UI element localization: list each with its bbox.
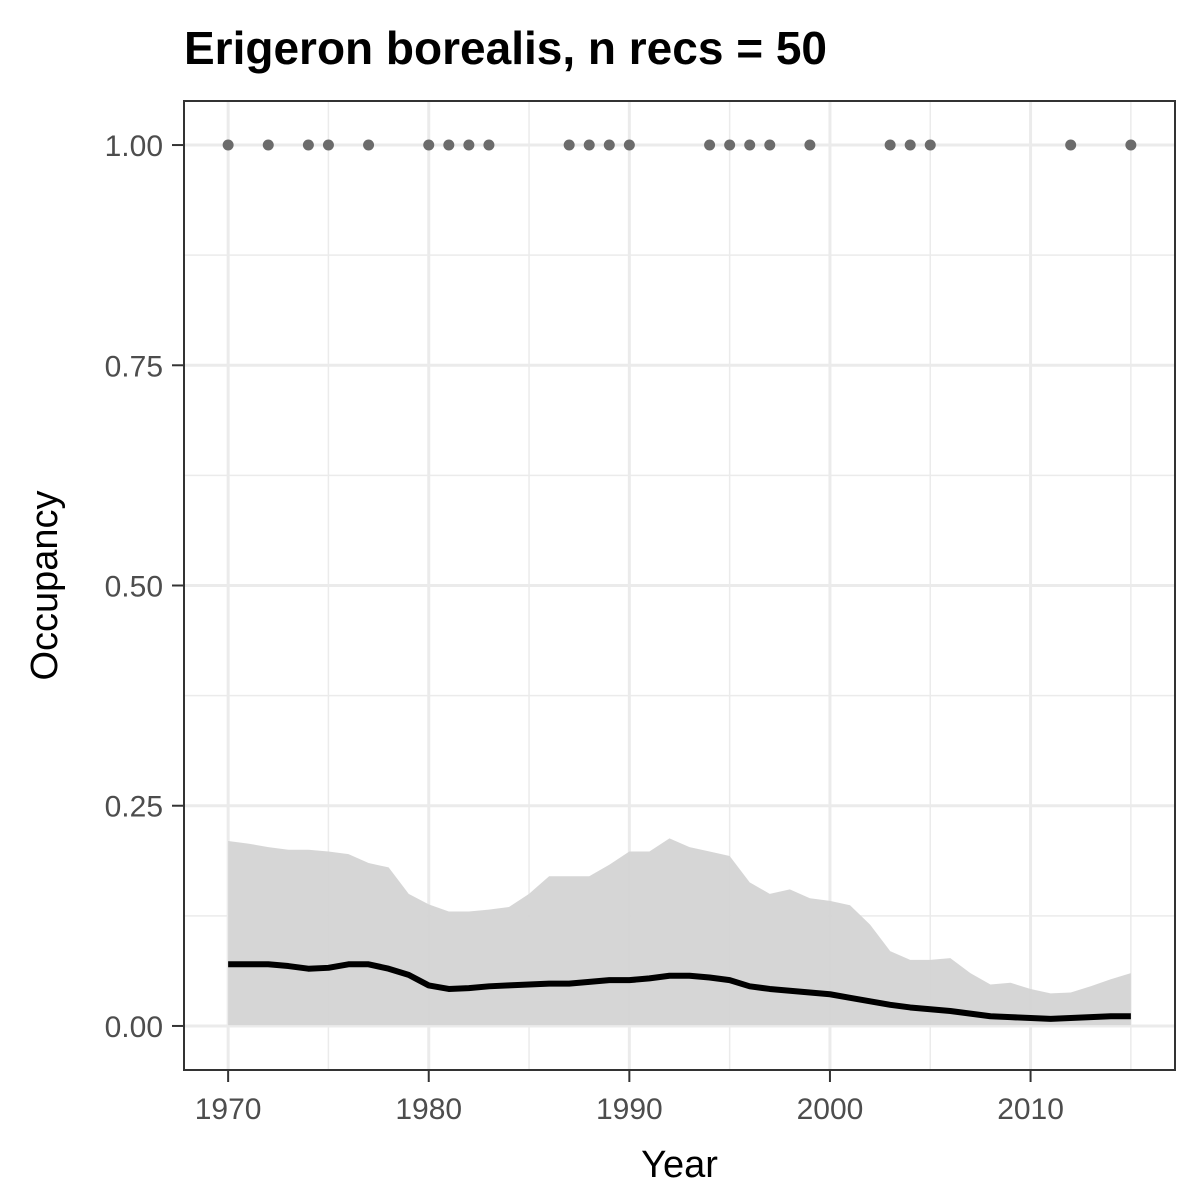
- record-point: [563, 139, 575, 151]
- x-tick-label: 1990: [596, 1093, 663, 1126]
- x-axis-title: Year: [641, 1144, 718, 1186]
- y-tick-label: 0.75: [105, 350, 163, 383]
- x-tick-label: 2010: [997, 1093, 1064, 1126]
- record-point: [262, 139, 274, 151]
- record-point: [222, 139, 234, 151]
- record-point: [583, 139, 595, 151]
- record-point: [744, 139, 756, 151]
- y-tick-label: 1.00: [105, 130, 163, 163]
- record-point: [924, 139, 936, 151]
- x-tick-label: 1970: [195, 1093, 262, 1126]
- record-point: [704, 139, 716, 151]
- record-point: [423, 139, 435, 151]
- points-layer: [222, 139, 1137, 151]
- record-point: [884, 139, 896, 151]
- record-point: [443, 139, 455, 151]
- record-point: [623, 139, 635, 151]
- record-point: [322, 139, 334, 151]
- record-point: [483, 139, 495, 151]
- record-point: [1125, 139, 1137, 151]
- y-tick-label: 0.00: [105, 1011, 163, 1044]
- y-tick-label: 0.25: [105, 791, 163, 824]
- record-point: [1065, 139, 1077, 151]
- line-layer: [228, 961, 1131, 1022]
- record-point: [724, 139, 736, 151]
- x-tick-label: 1980: [395, 1093, 462, 1126]
- record-point: [804, 139, 816, 151]
- record-point: [764, 139, 776, 151]
- mean-occupancy-line: [228, 961, 1131, 1022]
- x-tick-label: 2000: [797, 1093, 864, 1126]
- record-point: [904, 139, 916, 151]
- record-point: [302, 139, 314, 151]
- band-layer: [228, 838, 1131, 1026]
- record-point: [463, 139, 475, 151]
- record-point: [603, 139, 615, 151]
- y-tick-label: 0.50: [105, 571, 163, 604]
- chart-title: Erigeron borealis, n recs = 50: [184, 22, 827, 74]
- record-point: [363, 139, 375, 151]
- y-axis-title: Occupancy: [24, 490, 66, 680]
- confidence-band: [228, 838, 1131, 1026]
- axis-layer: 1970 1980 1990 2000 2010 0.00 0.25 0.50 0.75 1.00: [105, 130, 1064, 1126]
